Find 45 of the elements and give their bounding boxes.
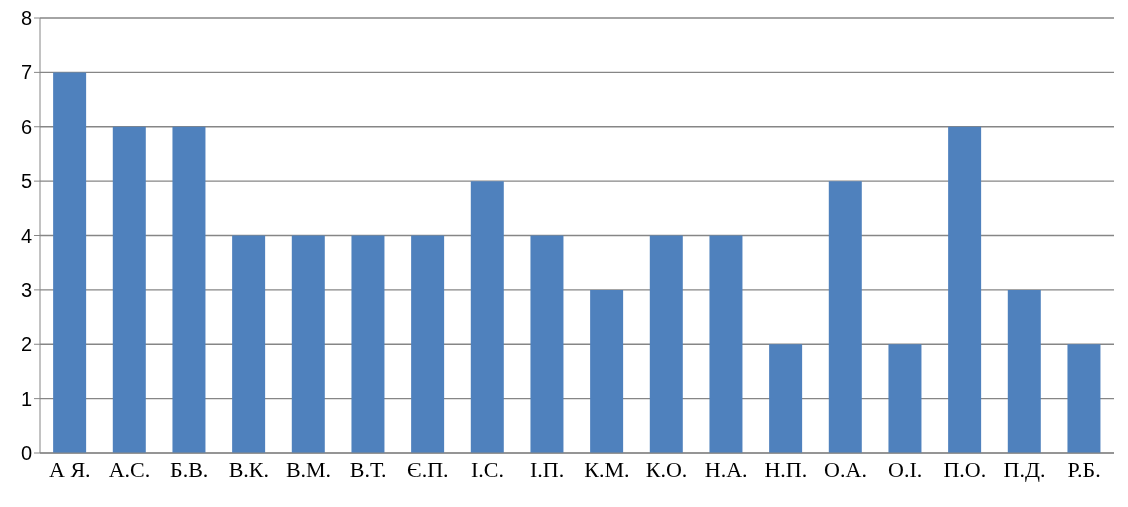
x-tick-label: І.П. [530, 456, 565, 482]
x-tick-label: В.М. [285, 456, 332, 482]
x-tick-label: О.І. [888, 456, 923, 482]
bar [411, 235, 445, 453]
bar [530, 235, 564, 453]
x-tick-label: К.О. [645, 456, 688, 482]
bar [649, 235, 683, 453]
bar [291, 235, 325, 453]
y-tick-label: 6 [20, 115, 32, 138]
bar [1067, 344, 1101, 453]
bar [53, 72, 87, 453]
x-tick-label: Є.П. [407, 456, 449, 482]
y-tick-label: 7 [20, 61, 32, 84]
y-tick-label: 8 [20, 7, 32, 30]
bar [769, 344, 803, 453]
bar [1007, 289, 1041, 453]
x-tick-label: П.О. [943, 456, 987, 482]
y-tick-label: 0 [20, 442, 32, 465]
bar [590, 289, 624, 453]
bar [470, 181, 504, 453]
y-tick-label: 1 [20, 387, 32, 410]
bar [232, 235, 266, 453]
bar [828, 181, 862, 453]
x-tick-label: А Я. [49, 456, 91, 482]
x-tick-label: І.С. [471, 456, 504, 482]
x-tick-label: К.М. [584, 456, 630, 482]
x-tick-label: В.Т. [349, 456, 387, 482]
x-tick-label: П.Д. [1003, 456, 1046, 482]
bar [709, 235, 743, 453]
x-tick-label: Н.А. [704, 456, 748, 482]
bar [948, 126, 982, 453]
y-tick-label: 2 [20, 333, 32, 356]
x-tick-label: А.С. [108, 456, 151, 482]
x-tick-label: Н.П. [764, 456, 808, 482]
bar [172, 126, 206, 453]
y-tick-label: 3 [20, 278, 32, 301]
x-tick-label: Р.Б. [1067, 456, 1101, 482]
x-tick-label: Б.В. [170, 456, 209, 482]
x-tick-label: О.А. [824, 456, 867, 482]
bar [888, 344, 922, 453]
bar [351, 235, 385, 453]
x-tick-label: В.К. [228, 456, 270, 482]
y-tick-label: 5 [20, 170, 32, 193]
y-tick-label: 4 [20, 224, 32, 247]
bar [112, 126, 146, 453]
